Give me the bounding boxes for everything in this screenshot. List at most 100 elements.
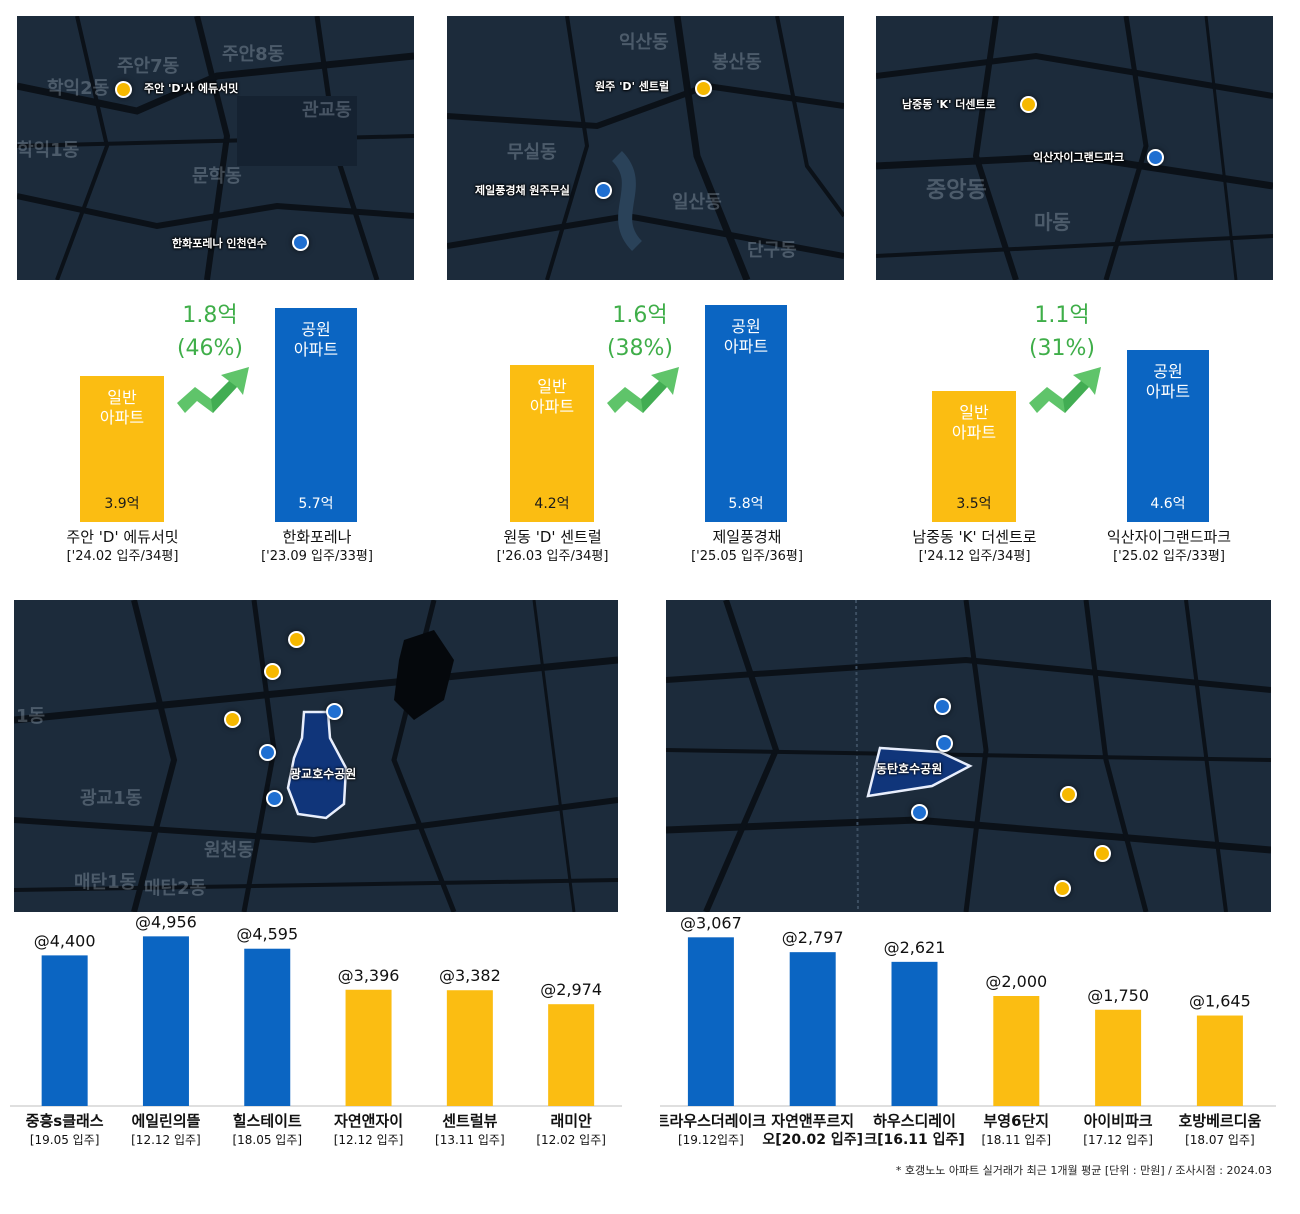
apartment-name: 주안 'D' 에듀서밋 bbox=[66, 528, 179, 546]
park-apartment-bar[interactable]: 공원 아파트 4.6억 bbox=[1127, 349, 1209, 522]
district-label: 익산동 bbox=[619, 32, 669, 53]
general-apartment-bar[interactable]: 일반 아파트 3.9억 bbox=[80, 375, 164, 522]
category-sublabel: [18.05 입주] bbox=[232, 1133, 302, 1147]
chart-bar[interactable] bbox=[244, 948, 291, 1106]
increase-arrow-icon bbox=[1029, 367, 1101, 413]
district-label: 봉산동 bbox=[712, 52, 762, 73]
category-label: 크[16.11 입주] bbox=[864, 1132, 965, 1148]
category-sublabel: [12.02 입주] bbox=[536, 1133, 606, 1147]
chart-bar[interactable] bbox=[446, 990, 493, 1106]
category-label: 에일린의뜰 bbox=[131, 1112, 200, 1130]
park-apartment-pin[interactable] bbox=[326, 703, 343, 720]
general-apartment-bar[interactable]: 일반 아파트 4.2억 bbox=[510, 364, 594, 522]
chart-bar[interactable] bbox=[1095, 1009, 1142, 1106]
park-apartment-bar[interactable]: 공원 아파트 5.7억 bbox=[275, 308, 357, 522]
category-sublabel: [18.07 입주] bbox=[1185, 1133, 1255, 1147]
map-roads bbox=[876, 16, 1273, 280]
data-label: @4,595 bbox=[236, 925, 298, 944]
footnote: * 호갱노노 아파트 실거래가 최근 1개월 평균 [단위 : 만원] / 조사… bbox=[895, 1164, 1272, 1177]
park-apartment-pin[interactable] bbox=[595, 182, 612, 199]
category-sublabel: [18.11 입주] bbox=[981, 1133, 1051, 1147]
park-apartment-pin[interactable] bbox=[1147, 149, 1164, 166]
category-label: 아이비파크 bbox=[1084, 1112, 1153, 1130]
data-label: @1,645 bbox=[1189, 992, 1251, 1011]
general-apartment-bar[interactable]: 일반 아파트 3.5억 bbox=[932, 390, 1016, 522]
general-apartment-pin[interactable] bbox=[695, 80, 712, 97]
category-label: 중흥s클래스 bbox=[26, 1112, 104, 1130]
chart-bar[interactable] bbox=[1196, 1015, 1243, 1106]
park-apartment-pin[interactable] bbox=[911, 804, 928, 821]
category-label: 하우스디레이 bbox=[873, 1112, 956, 1130]
apartment-name: 원동 'D' 센트럴 bbox=[503, 528, 602, 546]
bar-type-label: 일반 아파트 bbox=[99, 387, 145, 427]
general-apartment-pin[interactable] bbox=[1020, 96, 1037, 113]
park-label: 동탄호수공원 bbox=[876, 762, 943, 776]
map-panel-3: 중앙동 마동 남중동 'K' 더센트로 익산자이그랜드파크 bbox=[876, 16, 1273, 280]
district-label: 마동 bbox=[1034, 210, 1071, 234]
category-sublabel: [12.12 입주] bbox=[131, 1133, 201, 1147]
general-apartment-pin[interactable] bbox=[264, 663, 281, 680]
bar-type-label: 공원 아파트 bbox=[293, 320, 339, 360]
map-panel-dongtan: 동탄호수공원 bbox=[666, 600, 1271, 912]
bar-value-label: 5.8억 bbox=[728, 496, 764, 512]
chart-bar[interactable] bbox=[891, 961, 938, 1106]
map-label: 원주 'D' 센트럴 bbox=[595, 80, 670, 93]
chart-bar[interactable] bbox=[993, 996, 1040, 1106]
bar-type-label: 일반 아파트 bbox=[951, 402, 997, 442]
apartment-name: 남중동 'K' 더센트로 bbox=[912, 528, 1037, 546]
district-label: 중앙동 bbox=[926, 178, 987, 203]
map-roads bbox=[17, 16, 414, 280]
district-label: 일산동 bbox=[672, 192, 722, 213]
data-label: @1,750 bbox=[1087, 986, 1149, 1005]
price-gap-amount: 1.1억 bbox=[1034, 303, 1090, 328]
chart-bar[interactable] bbox=[41, 955, 88, 1106]
apartment-detail: ['23.09 입주/33평] bbox=[261, 549, 373, 564]
map-panel-1: 주안7동 주안8동 학익2동 학익1동 문학동 관교동 주안 'D'사 에듀서밋… bbox=[17, 16, 414, 280]
park-outline bbox=[286, 710, 348, 820]
data-label: @3,396 bbox=[338, 966, 400, 985]
category-label: 래미안 bbox=[550, 1112, 592, 1130]
park-apartment-pin[interactable] bbox=[259, 744, 276, 761]
apartment-detail: ['25.02 입주/33평] bbox=[1113, 549, 1225, 564]
bar-value-label: 3.5억 bbox=[956, 496, 992, 512]
map-roads bbox=[447, 16, 844, 280]
park-apartment-pin[interactable] bbox=[266, 790, 283, 807]
bar-value-label: 5.7억 bbox=[298, 496, 334, 512]
district-label: 1동 bbox=[16, 706, 46, 727]
chart-bar[interactable] bbox=[345, 989, 392, 1106]
general-apartment-pin[interactable] bbox=[288, 631, 305, 648]
district-label: 광교1동 bbox=[80, 788, 143, 809]
district-label: 문학동 bbox=[192, 166, 242, 187]
general-apartment-pin[interactable] bbox=[115, 81, 132, 98]
general-apartment-pin[interactable] bbox=[1054, 880, 1071, 897]
apartment-name: 제일풍경채 bbox=[712, 528, 782, 546]
chart-bar[interactable] bbox=[789, 952, 836, 1106]
price-gap-amount: 1.8억 bbox=[182, 303, 238, 328]
general-apartment-pin[interactable] bbox=[1060, 786, 1077, 803]
price-gap-amount: 1.6억 bbox=[612, 303, 668, 328]
increase-arrow-icon bbox=[177, 367, 249, 413]
park-apartment-pin[interactable] bbox=[936, 735, 953, 752]
park-apartment-name: 익산자이그랜드파크 ['25.02 입주/33평] bbox=[1095, 528, 1243, 566]
park-apartment-pin[interactable] bbox=[934, 698, 951, 715]
park-outline bbox=[866, 746, 973, 798]
general-apartment-pin[interactable] bbox=[224, 711, 241, 728]
chart-bar[interactable] bbox=[548, 1004, 595, 1106]
park-apartment-bar[interactable]: 공원 아파트 5.8억 bbox=[705, 304, 787, 522]
category-sublabel: [12.12 입주] bbox=[334, 1133, 404, 1147]
price-gap-percent: (31%) bbox=[1028, 336, 1096, 361]
category-label: 트라우스더레이크 bbox=[660, 1112, 766, 1130]
apartment-detail: ['24.12 입주/34평] bbox=[918, 549, 1031, 564]
general-apartment-pin[interactable] bbox=[1094, 845, 1111, 862]
park-apartment-pin[interactable] bbox=[292, 234, 309, 251]
price-gap-percent: (46%) bbox=[176, 336, 244, 361]
district-label: 매탄1동 bbox=[74, 872, 137, 893]
chart-bar[interactable] bbox=[687, 937, 734, 1106]
district-label: 무실동 bbox=[507, 142, 557, 163]
general-apartment-name: 주안 'D' 에듀서밋 ['24.02 입주/34평] bbox=[50, 528, 195, 566]
category-label: 센트럴뷰 bbox=[442, 1112, 497, 1130]
chart-bar[interactable] bbox=[142, 936, 189, 1106]
district-label: 학익2동 bbox=[47, 78, 110, 99]
district-label: 단구동 bbox=[747, 240, 797, 261]
bar-value-label: 4.2억 bbox=[534, 496, 570, 512]
